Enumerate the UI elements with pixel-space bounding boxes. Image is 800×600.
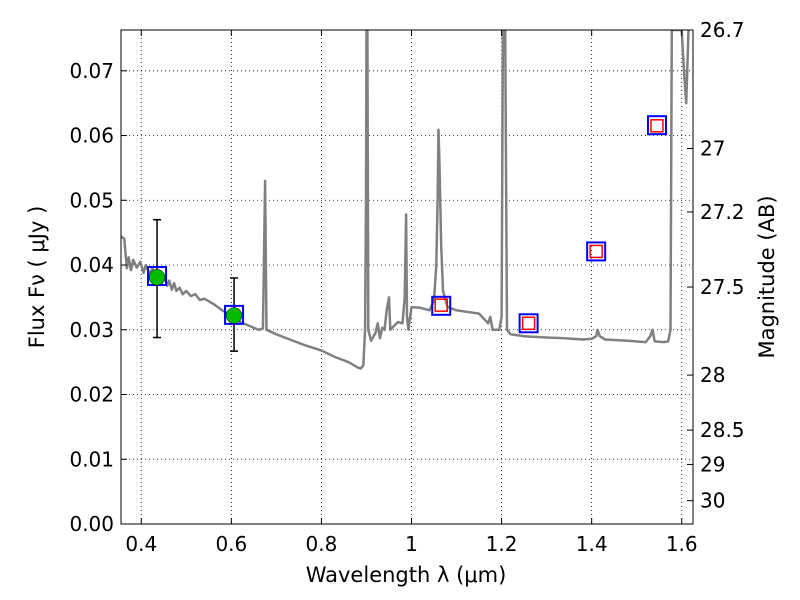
x-tick-label: 1: [405, 532, 418, 556]
model-flux-marker: [518, 313, 539, 334]
observed-flux-marker: [521, 316, 536, 331]
right-tick-label: 27.2: [700, 200, 745, 224]
x-axis: 0.4 0.6 0.8 1 1.2 1.4 1.6: [125, 30, 698, 556]
x-tick-label: 1.6: [666, 532, 698, 556]
y-tick-label: 0.04: [69, 253, 114, 277]
right-tick-label: 28: [700, 363, 725, 387]
spectrum-line: [121, 30, 690, 370]
series-layer: [121, 30, 690, 370]
y-tick-label: 0.07: [69, 59, 114, 83]
y-axis-label: Flux Fν ( μJy ): [25, 206, 49, 349]
right-tick-label: 29: [700, 452, 725, 476]
model-flux-marker: [224, 304, 245, 325]
observed-flux-marker: [434, 298, 448, 312]
markers-layer: [147, 115, 667, 352]
y-tick-label: 0.00: [69, 512, 114, 536]
x-tick-label: 0.6: [215, 532, 247, 556]
y-tick-label: 0.02: [69, 383, 114, 407]
x-tick-label: 1.4: [576, 532, 608, 556]
y-tick-label: 0.06: [69, 124, 114, 148]
model-flux-marker: [586, 241, 607, 262]
model-flux-marker: [431, 295, 452, 316]
y-axis-right-label: Magnitude (AB): [755, 195, 779, 358]
x-tick-label: 0.8: [306, 532, 338, 556]
right-tick-label: 26.7: [700, 18, 745, 42]
y-axis-left: 0.00 0.01 0.02 0.03 0.04 0.05 0.06 0.07: [69, 59, 127, 536]
model-flux-marker: [646, 115, 667, 136]
plot-frame: [120, 29, 694, 525]
y-tick-label: 0.01: [69, 447, 114, 471]
detection-marker: [225, 307, 243, 324]
right-tick-label: 27.5: [700, 275, 745, 299]
right-tick-label: 28.5: [700, 418, 745, 442]
x-tick-label: 0.4: [125, 532, 157, 556]
x-tick-label: 1.2: [486, 532, 518, 556]
x-axis-label: Wavelength λ (μm): [306, 563, 507, 587]
y-axis-right: 26.7 27 27.2 27.5 28 28.5 29 30: [687, 18, 745, 513]
right-tick-label: 30: [700, 489, 725, 513]
y-tick-label: 0.03: [69, 318, 114, 342]
observed-flux-marker: [589, 244, 603, 259]
observed-flux-marker: [650, 119, 664, 133]
y-tick-label: 0.05: [69, 188, 114, 212]
detection-marker: [148, 269, 166, 286]
right-tick-label: 27: [700, 136, 725, 160]
